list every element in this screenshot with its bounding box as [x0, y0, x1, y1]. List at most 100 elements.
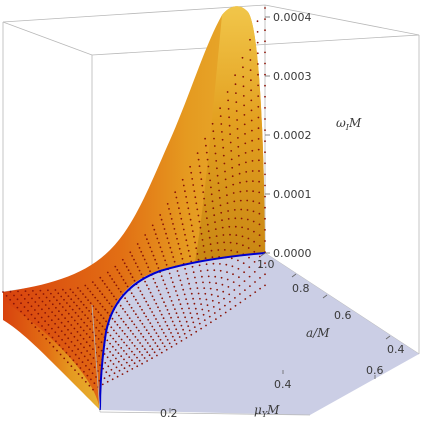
mesh-point	[193, 190, 196, 193]
mesh-point	[229, 308, 232, 311]
mesh-point	[58, 302, 61, 305]
mesh-point	[221, 219, 223, 222]
mesh-point	[244, 133, 246, 135]
mesh-point	[264, 162, 266, 165]
mesh-point	[166, 237, 169, 240]
mesh-point	[190, 171, 193, 174]
mesh-point	[195, 330, 198, 333]
mesh-point	[169, 213, 172, 215]
mesh-point	[85, 306, 88, 309]
mesh-point	[264, 107, 266, 109]
mesh-point	[172, 256, 175, 258]
y-tick-label: 0.4	[387, 343, 405, 356]
mesh-point	[167, 242, 170, 244]
mesh-point	[131, 276, 134, 279]
mesh-point	[91, 293, 94, 296]
mesh-point	[242, 66, 244, 69]
mesh-point	[205, 210, 207, 213]
mesh-point	[211, 200, 214, 203]
mesh-point	[201, 239, 204, 241]
mesh-point	[69, 288, 72, 291]
mesh-point	[188, 329, 191, 332]
mesh-point	[264, 84, 266, 87]
mesh-point	[114, 340, 117, 343]
mesh-point	[118, 272, 121, 275]
mesh-point	[206, 304, 209, 307]
mesh-point	[232, 192, 235, 194]
mesh-point	[203, 197, 206, 200]
x-tick-label: 0.2	[160, 407, 178, 420]
mesh-point	[224, 170, 226, 173]
mesh-point	[252, 220, 255, 223]
mesh-point	[30, 305, 33, 308]
mesh-point	[61, 306, 64, 308]
mesh-point	[97, 346, 100, 349]
mesh-point	[146, 238, 148, 241]
mesh-point	[99, 364, 101, 366]
mesh-point	[199, 226, 202, 229]
mesh-point	[80, 300, 82, 303]
mesh-point	[209, 179, 212, 182]
mesh-point	[132, 295, 135, 298]
mesh-point	[136, 365, 139, 368]
mesh-point	[243, 271, 246, 274]
mesh-point	[237, 145, 240, 148]
mesh-point	[161, 328, 163, 331]
mesh-point	[136, 266, 139, 268]
mesh-point	[103, 377, 106, 380]
mesh-point	[166, 203, 169, 205]
mesh-point	[224, 304, 226, 307]
mesh-point	[233, 289, 236, 291]
mesh-point	[197, 317, 200, 320]
mesh-point	[242, 262, 245, 265]
mesh-point	[170, 345, 173, 348]
mesh-point	[124, 282, 127, 285]
mesh-point	[27, 293, 30, 296]
mesh-point	[146, 360, 149, 362]
mesh-point	[152, 254, 155, 257]
mesh-point	[207, 310, 210, 312]
z-axis-title: ωIM	[336, 116, 362, 132]
mesh-point	[82, 293, 84, 295]
mesh-point	[20, 302, 22, 305]
mesh-point	[258, 191, 261, 194]
mesh-point	[213, 145, 216, 147]
mesh-point	[145, 329, 148, 332]
mesh-point	[264, 229, 266, 231]
mesh-point	[251, 149, 254, 152]
mesh-point	[191, 265, 194, 268]
mesh-point	[190, 292, 193, 295]
mesh-point	[104, 308, 106, 311]
mesh-point	[169, 295, 171, 298]
mesh-point	[140, 273, 143, 276]
mesh-point	[139, 305, 141, 308]
mesh-point	[151, 325, 154, 328]
mesh-point	[74, 353, 77, 356]
mesh-point	[121, 258, 124, 261]
mesh-point	[234, 217, 237, 220]
mesh-point	[204, 137, 207, 140]
mesh-point	[34, 301, 37, 303]
mesh-point	[109, 359, 112, 362]
mesh-point	[66, 302, 68, 304]
mesh-point	[162, 332, 165, 334]
mesh-point	[122, 320, 125, 323]
mesh-point	[67, 312, 70, 315]
mesh-point	[195, 281, 198, 284]
mesh-point	[135, 298, 137, 301]
mesh-point	[237, 259, 239, 262]
mesh-point	[54, 322, 56, 325]
mesh-point	[92, 388, 94, 391]
mesh-point	[51, 311, 53, 313]
mesh-point	[242, 85, 245, 88]
mesh-point	[73, 344, 76, 347]
mesh-point	[225, 263, 228, 266]
mesh-point	[214, 152, 217, 155]
mesh-point	[147, 304, 150, 306]
mesh-point	[175, 196, 178, 199]
mesh-point	[107, 365, 110, 368]
mesh-point	[213, 214, 216, 217]
mesh-point	[215, 282, 218, 285]
surface-mesh-points	[2, 7, 266, 391]
mesh-point	[37, 304, 40, 307]
